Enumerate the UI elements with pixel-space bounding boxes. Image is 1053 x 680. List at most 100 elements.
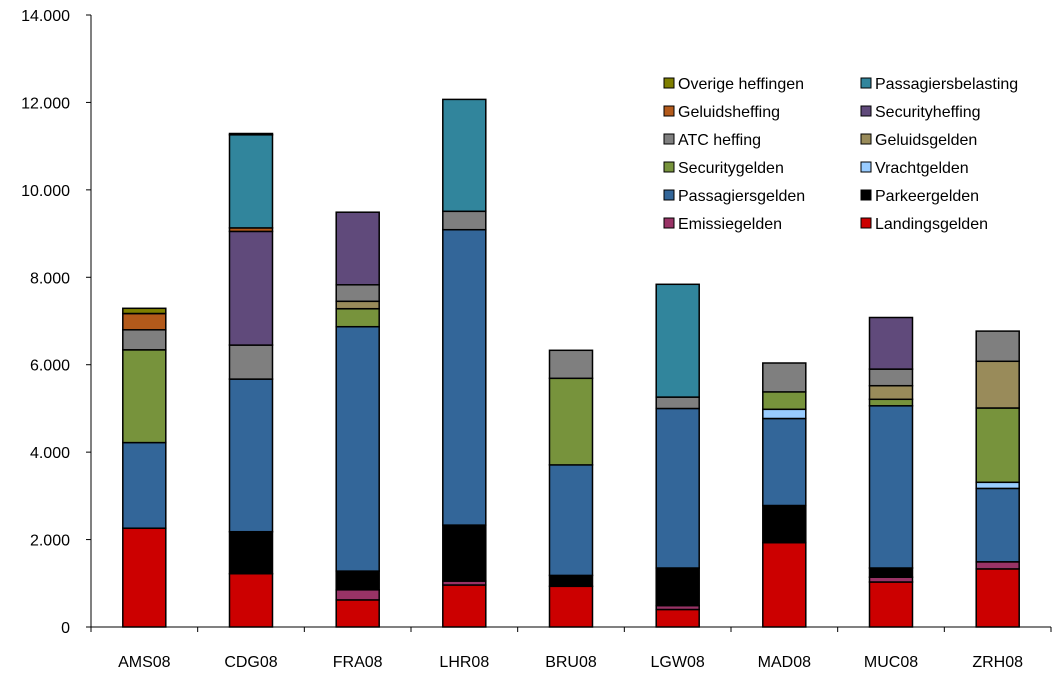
bar-segment-geluidsheffing (122, 312, 167, 331)
legend-label: Overige heffingen (678, 76, 804, 93)
x-tick-label: LHR08 (439, 654, 489, 671)
legend-label: Parkeergelden (875, 188, 979, 205)
bar-segment-emissiegelden (335, 589, 380, 601)
legend-swatch (663, 105, 675, 117)
y-tick-label: 10.000 (21, 183, 70, 200)
bar-segment-parkeergelden (655, 567, 700, 607)
bar-segment-landingsgelden (762, 541, 807, 628)
legend-label: Passagiersbelasting (875, 76, 1018, 93)
y-tick-label: 0 (61, 620, 70, 637)
bar-segment-passagiersgelden (868, 405, 914, 569)
bar-segment-securityheffing (335, 211, 380, 286)
bar-segment-atc-heffing (335, 283, 380, 303)
legend-label: ATC heffing (678, 132, 761, 149)
legend-label: Geluidsheffing (678, 104, 780, 121)
bar-segment-passagiersgelden (442, 228, 487, 526)
bar-segment-securityheffing (228, 230, 274, 346)
bar-segment-landingsgelden (655, 608, 700, 628)
bar-segment-parkeergelden (228, 530, 274, 575)
bar-segment-atc-heffing (655, 396, 700, 410)
legend-label: Securityheffing (875, 104, 981, 121)
x-tick-label: FRA08 (333, 654, 383, 671)
bar-segment-passagiersgelden (975, 487, 1020, 563)
legend-label: Geluidsgelden (875, 132, 977, 149)
axes: 0 2.000 4.000 6.000 8.000 10.000 12.000 14.000 A… (21, 8, 1052, 671)
legend-swatch (860, 161, 872, 173)
bar-segment-landingsgelden (548, 585, 594, 628)
legend-swatch (860, 217, 872, 229)
x-tick-label: MUC08 (864, 654, 918, 671)
y-tick-label: 2.000 (30, 533, 70, 550)
bar-segment-landingsgelden (228, 572, 274, 628)
bar-segment-parkeergelden (442, 524, 487, 582)
legend-swatch (860, 189, 872, 201)
legend-label: Securitygelden (678, 160, 784, 177)
bar-segment-landingsgelden (975, 568, 1020, 628)
bar-segment-parkeergelden (335, 570, 380, 591)
x-tick-label: BRU08 (545, 654, 597, 671)
bar-segment-landingsgelden (122, 527, 167, 628)
bar-segment-passagiersgelden (228, 378, 274, 533)
bar-segment-landingsgelden (335, 599, 380, 628)
bar-segment-parkeergelden (868, 567, 914, 578)
legend-label: Passagiersgelden (678, 188, 805, 205)
bar-segment-securitygelden (975, 407, 1020, 484)
bar-segment-passagiersgelden (122, 441, 167, 529)
bar-segment-atc-heffing (228, 344, 274, 380)
legend-swatch (663, 161, 675, 173)
y-tick-label: 8.000 (30, 270, 70, 287)
bar-segment-parkeergelden (762, 504, 807, 544)
legend-label: Vrachtgelden (875, 160, 969, 177)
bar-segment-securityheffing (868, 316, 914, 370)
bar-segment-vrachtgelden (762, 408, 807, 420)
bar-segment-passagiersgelden (335, 325, 380, 572)
legend-swatch (663, 77, 675, 89)
legend-swatch (860, 133, 872, 145)
bar-segment-passagiersgelden (762, 417, 807, 507)
bar-segment-geluidsgelden (975, 360, 1020, 409)
bars (122, 98, 1020, 628)
bar-segment-emissiegelden (975, 561, 1020, 570)
legend-swatch (663, 133, 675, 145)
bar-segment-atc-heffing (442, 210, 487, 231)
legend: Overige heffingen Passagiersbelasting Gelu… (663, 76, 1018, 233)
legend-label: Emissiegelden (678, 216, 782, 233)
x-tick-label: AMS08 (118, 654, 171, 671)
bar-segment-atc-heffing (122, 328, 167, 351)
bar-segment-securitygelden (868, 398, 914, 407)
bar-segment-securitygelden (762, 391, 807, 411)
legend-swatch (663, 189, 675, 201)
legend-label: Landingsgelden (875, 216, 988, 233)
bar-segment-passagiersbelasting (655, 283, 700, 398)
bar-segment-passagiersgelden (548, 464, 594, 577)
bar-segment-landingsgelden (868, 581, 914, 628)
y-tick-label: 12.000 (21, 95, 70, 112)
bar-segment-overige-heffingen (228, 132, 274, 136)
x-tick-label: CDG08 (224, 654, 277, 671)
legend-swatch (860, 77, 872, 89)
bar-segment-overige-heffingen (122, 307, 167, 315)
bar-segment-geluidsgelden (335, 300, 380, 310)
bar-segment-parkeergelden (548, 574, 594, 588)
bar-segment-passagiersgelden (655, 407, 700, 569)
y-tick-label: 6.000 (30, 358, 70, 375)
bar-segment-vrachtgelden (975, 481, 1020, 490)
x-tick-label: LGW08 (651, 654, 705, 671)
bar-segment-atc-heffing (762, 362, 807, 393)
bar-segment-landingsgelden (442, 584, 487, 628)
y-tick-label: 4.000 (30, 445, 70, 462)
bar-segment-securitygelden (548, 377, 594, 466)
bar-segment-atc-heffing (868, 368, 914, 387)
x-tick-label: MAD08 (758, 654, 811, 671)
bar-segment-passagiersbelasting (442, 98, 487, 213)
bar-segment-securitygelden (335, 308, 380, 328)
legend-swatch (860, 105, 872, 117)
bar-segment-atc-heffing (975, 330, 1020, 363)
x-tick-label: ZRH08 (972, 654, 1023, 671)
bar-segment-passagiersbelasting (228, 134, 274, 229)
legend-swatch (663, 217, 675, 229)
bar-segment-atc-heffing (548, 349, 594, 380)
y-tick-label: 14.000 (21, 8, 70, 25)
